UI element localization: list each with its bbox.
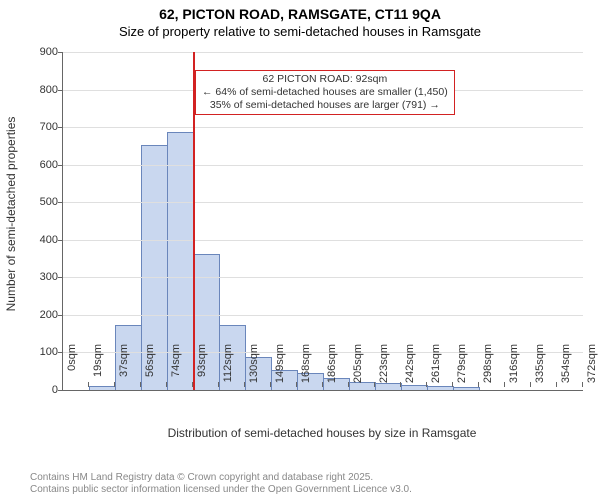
annotation-line: 62 PICTON ROAD: 92sqm [202,73,448,86]
xtick-label: 372sqm [586,344,598,392]
xtick-label: 37sqm [118,344,130,392]
gridline [63,315,583,316]
ytick-mark [58,52,63,53]
xtick-mark [374,382,375,387]
annotation-line: 35% of semi-detached houses are larger (… [202,99,448,112]
xtick-label: 130sqm [248,344,260,392]
ytick-label: 600 [18,159,58,171]
gridline [63,165,583,166]
ytick-label: 700 [18,121,58,133]
footer-attribution: Contains HM Land Registry data © Crown c… [30,472,412,496]
xtick-label: 168sqm [300,344,312,392]
chart-title-line2: Size of property relative to semi-detach… [0,22,600,39]
xtick-label: 261sqm [430,344,442,392]
xtick-label: 242sqm [404,344,416,392]
xtick-label: 316sqm [508,344,520,392]
gridline [63,202,583,203]
xtick-mark [296,382,297,387]
xtick-label: 205sqm [352,344,364,392]
xtick-label: 149sqm [274,344,286,392]
ytick-mark [58,240,63,241]
y-axis-label: Number of semi-detached properties [4,117,18,312]
xtick-label: 19sqm [92,344,104,392]
xtick-mark [582,382,583,387]
xtick-label: 112sqm [222,344,234,392]
xtick-label: 56sqm [144,344,156,392]
xtick-label: 223sqm [378,344,390,392]
x-axis-label: Distribution of semi-detached houses by … [62,426,582,440]
xtick-mark [192,382,193,387]
xtick-label: 186sqm [326,344,338,392]
gridline [63,240,583,241]
xtick-mark [556,382,557,387]
xtick-mark [140,382,141,387]
gridline [63,352,583,353]
ytick-mark [58,202,63,203]
ytick-label: 0 [18,384,58,396]
annotation-box: 62 PICTON ROAD: 92sqm← 64% of semi-detac… [195,70,455,115]
ytick-mark [58,165,63,166]
xtick-label: 74sqm [170,344,182,392]
ytick-mark [58,90,63,91]
xtick-label: 335sqm [534,344,546,392]
ytick-mark [58,315,63,316]
xtick-mark [218,382,219,387]
xtick-label: 0sqm [66,344,78,392]
xtick-label: 354sqm [560,344,572,392]
xtick-label: 298sqm [482,344,494,392]
xtick-mark [166,382,167,387]
xtick-mark [478,382,479,387]
xtick-mark [452,382,453,387]
gridline [63,52,583,53]
ytick-mark [58,352,63,353]
annotation-line: ← 64% of semi-detached houses are smalle… [202,86,448,99]
xtick-mark [114,382,115,387]
ytick-mark [58,127,63,128]
ytick-label: 400 [18,234,58,246]
ytick-label: 800 [18,84,58,96]
chart-title-line1: 62, PICTON ROAD, RAMSGATE, CT11 9QA [0,0,600,22]
xtick-mark [400,382,401,387]
ytick-label: 900 [18,46,58,58]
ytick-label: 200 [18,309,58,321]
footer-line2: Contains public sector information licen… [30,484,412,496]
xtick-mark [244,382,245,387]
gridline [63,127,583,128]
xtick-mark [504,382,505,387]
footer-line1: Contains HM Land Registry data © Crown c… [30,472,412,484]
xtick-mark [322,382,323,387]
xtick-mark [88,382,89,387]
ytick-mark [58,390,63,391]
gridline [63,277,583,278]
chart-container: Number of semi-detached properties Distr… [0,44,600,444]
xtick-label: 279sqm [456,344,468,392]
xtick-mark [348,382,349,387]
ytick-label: 300 [18,271,58,283]
xtick-mark [62,382,63,387]
xtick-mark [530,382,531,387]
xtick-label: 93sqm [196,344,208,392]
xtick-mark [270,382,271,387]
ytick-label: 500 [18,196,58,208]
ytick-label: 100 [18,346,58,358]
ytick-mark [58,277,63,278]
xtick-mark [426,382,427,387]
